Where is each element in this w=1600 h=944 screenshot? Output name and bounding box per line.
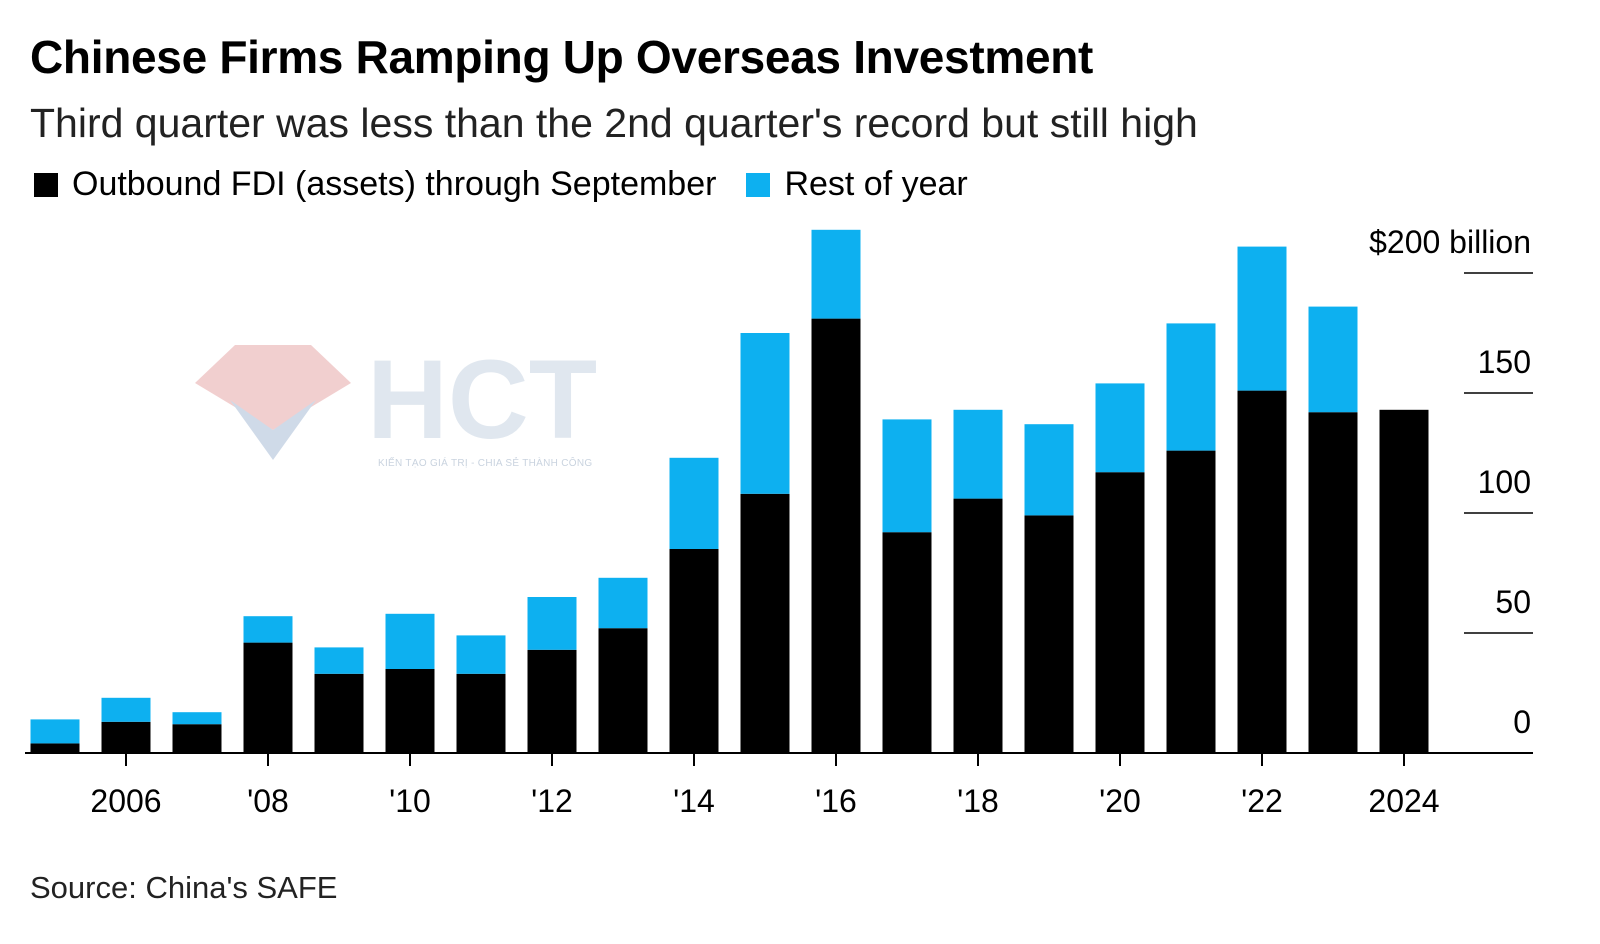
bar-2020-through-september <box>1095 472 1145 753</box>
bar-2015-rest-of-year <box>740 333 790 494</box>
bar-2020-rest-of-year <box>1095 383 1145 473</box>
y-tick-label-0: 0 <box>1513 704 1531 740</box>
watermark-logo: HCT <box>195 340 597 462</box>
bar-2019-through-september <box>1024 515 1074 753</box>
watermark-diamond-bottom <box>230 400 316 460</box>
bar-2014-through-september <box>669 549 719 753</box>
chart-subtitle: Third quarter was less than the 2nd quar… <box>30 100 1198 146</box>
bar-2023-rest-of-year <box>1308 306 1358 413</box>
x-tick-label-2016: '16 <box>815 783 857 819</box>
chart-source: Source: China's SAFE <box>30 870 338 905</box>
legend-label-rest-of-year: Rest of year <box>784 165 968 203</box>
y-axis-tick-labels: 0 50 100 150 $200 billion <box>1369 224 1531 740</box>
x-axis-ticks: 2006 '08 '10 '12 '14 '16 '18 '20 '22 2024 <box>90 753 1440 819</box>
bar-2024-through-september <box>1379 409 1429 753</box>
bar-2016-through-september <box>811 318 861 753</box>
bar-2013-through-september <box>598 628 648 753</box>
bars <box>30 229 1429 753</box>
x-tick-label-2024: 2024 <box>1368 783 1439 819</box>
bar-2006-through-september <box>101 721 151 753</box>
legend: Outbound FDI (assets) through September … <box>34 165 998 204</box>
gridlines <box>1464 272 1533 634</box>
y-tick-label-100: 100 <box>1478 464 1531 500</box>
bar-2016-rest-of-year <box>811 229 861 319</box>
legend-item-rest-of-year: Rest of year <box>746 165 968 204</box>
bar-2017-rest-of-year <box>882 419 932 533</box>
bar-2010-through-september <box>385 669 435 753</box>
bar-2005-through-september <box>30 743 80 753</box>
x-tick-label-2018: '18 <box>957 783 999 819</box>
x-tick-label-2022: '22 <box>1241 783 1283 819</box>
watermark-diamond-left <box>195 345 273 430</box>
bar-2007-rest-of-year <box>172 712 222 725</box>
watermark-diamond-right <box>273 345 351 430</box>
bar-2015-through-september <box>740 493 790 753</box>
bar-2012-rest-of-year <box>527 597 577 650</box>
y-tick-label-150: 150 <box>1478 344 1531 380</box>
x-tick-label-2012: '12 <box>531 783 573 819</box>
bar-2022-rest-of-year <box>1237 246 1287 391</box>
bar-2018-rest-of-year <box>953 409 1003 499</box>
bar-2021-through-september <box>1166 450 1216 753</box>
bar-2010-rest-of-year <box>385 613 435 669</box>
bar-2011-through-september <box>456 673 506 753</box>
watermark-letters: HCT <box>367 340 597 462</box>
bar-2009-through-september <box>314 673 364 753</box>
bar-2013-rest-of-year <box>598 577 648 629</box>
x-tick-label-2008: '08 <box>247 783 289 819</box>
bar-2007-through-september <box>172 724 222 753</box>
bar-2023-through-september <box>1308 412 1358 753</box>
legend-label-through-september: Outbound FDI (assets) through September <box>72 165 717 203</box>
chart-title: Chinese Firms Ramping Up Overseas Invest… <box>30 31 1094 83</box>
bar-2011-rest-of-year <box>456 635 506 674</box>
bar-2008-through-september <box>243 642 293 753</box>
bar-2014-rest-of-year <box>669 457 719 549</box>
y-tick-label-50: 50 <box>1495 584 1531 620</box>
bar-2018-through-september <box>953 498 1003 753</box>
bar-2005-rest-of-year <box>30 719 80 744</box>
x-tick-label-2010: '10 <box>389 783 431 819</box>
legend-item-through-september: Outbound FDI (assets) through September <box>34 165 716 204</box>
x-tick-label-2020: '20 <box>1099 783 1141 819</box>
x-tick-label-2014: '14 <box>673 783 715 819</box>
legend-swatch-blue <box>746 172 771 197</box>
bar-2017-through-september <box>882 532 932 753</box>
legend-swatch-black <box>34 172 58 197</box>
x-tick-label-2006: 2006 <box>90 783 161 819</box>
bar-2019-rest-of-year <box>1024 424 1074 516</box>
bar-2021-rest-of-year <box>1166 323 1216 451</box>
bar-2008-rest-of-year <box>243 616 293 643</box>
bar-2006-rest-of-year <box>101 697 151 722</box>
y-tick-label-200: $200 billion <box>1369 224 1531 260</box>
bar-2022-through-september <box>1237 390 1287 753</box>
bar-2012-through-september <box>527 649 577 753</box>
watermark-tagline: KIẾN TẠO GIÁ TRỊ - CHIA SẺ THÀNH CÔNG <box>378 458 593 469</box>
bar-2009-rest-of-year <box>314 647 364 674</box>
